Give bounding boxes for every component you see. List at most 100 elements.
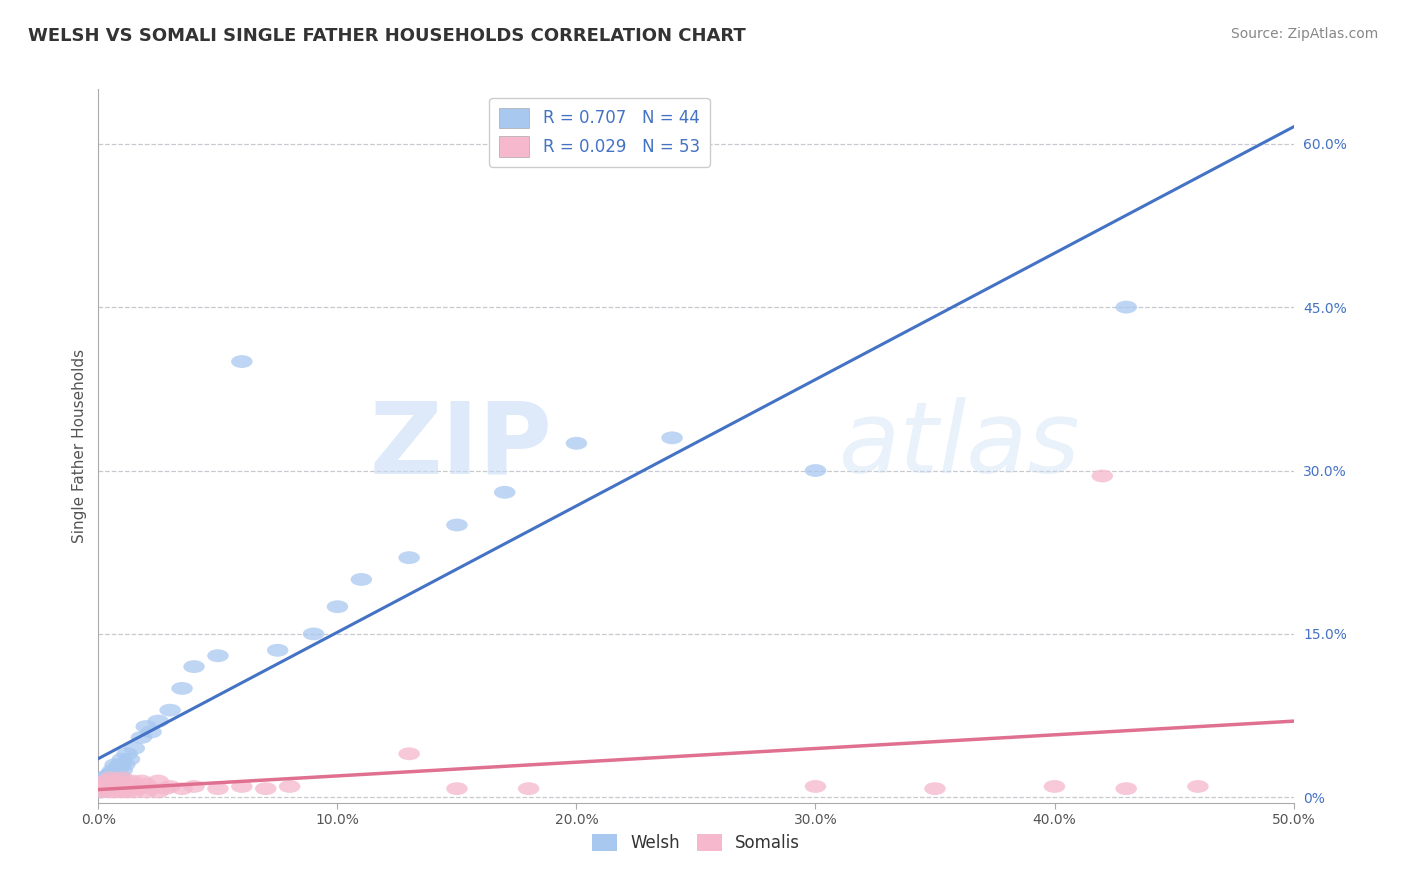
Ellipse shape — [159, 704, 181, 716]
Ellipse shape — [117, 778, 138, 790]
Ellipse shape — [104, 786, 127, 798]
Ellipse shape — [94, 784, 117, 797]
Ellipse shape — [446, 782, 468, 795]
Ellipse shape — [104, 769, 127, 782]
Ellipse shape — [111, 786, 134, 798]
Ellipse shape — [100, 767, 121, 780]
Ellipse shape — [118, 782, 141, 795]
Ellipse shape — [326, 600, 349, 613]
Ellipse shape — [494, 486, 516, 499]
Ellipse shape — [110, 778, 131, 790]
Ellipse shape — [131, 731, 152, 744]
Ellipse shape — [517, 782, 540, 795]
Ellipse shape — [103, 764, 124, 777]
Ellipse shape — [94, 780, 117, 793]
Ellipse shape — [172, 782, 193, 795]
Ellipse shape — [924, 782, 946, 795]
Ellipse shape — [100, 774, 121, 788]
Ellipse shape — [93, 778, 114, 790]
Ellipse shape — [1115, 301, 1137, 313]
Ellipse shape — [124, 742, 145, 755]
Ellipse shape — [207, 649, 229, 662]
Ellipse shape — [207, 782, 229, 795]
Ellipse shape — [97, 778, 118, 790]
Ellipse shape — [93, 778, 114, 790]
Ellipse shape — [103, 782, 124, 795]
Ellipse shape — [110, 758, 131, 771]
Ellipse shape — [127, 782, 148, 795]
Ellipse shape — [398, 747, 420, 760]
Ellipse shape — [111, 780, 134, 793]
Ellipse shape — [97, 769, 118, 782]
Ellipse shape — [124, 778, 145, 790]
Ellipse shape — [107, 782, 128, 795]
Ellipse shape — [110, 784, 131, 797]
Ellipse shape — [100, 772, 121, 784]
Ellipse shape — [100, 780, 121, 793]
Ellipse shape — [97, 778, 118, 790]
Ellipse shape — [135, 720, 157, 733]
Ellipse shape — [111, 753, 134, 765]
Text: WELSH VS SOMALI SINGLE FATHER HOUSEHOLDS CORRELATION CHART: WELSH VS SOMALI SINGLE FATHER HOUSEHOLDS… — [28, 27, 745, 45]
Ellipse shape — [100, 786, 121, 798]
Ellipse shape — [141, 782, 162, 795]
Ellipse shape — [1091, 469, 1114, 483]
Ellipse shape — [121, 774, 142, 788]
Ellipse shape — [107, 774, 128, 788]
Ellipse shape — [90, 786, 111, 798]
Ellipse shape — [148, 714, 169, 728]
Ellipse shape — [94, 774, 117, 788]
Ellipse shape — [141, 725, 162, 739]
Ellipse shape — [117, 747, 138, 760]
Ellipse shape — [148, 786, 169, 798]
Ellipse shape — [231, 780, 253, 793]
Ellipse shape — [804, 464, 827, 477]
Text: atlas: atlas — [839, 398, 1081, 494]
Ellipse shape — [117, 786, 138, 798]
Ellipse shape — [90, 786, 111, 798]
Ellipse shape — [103, 774, 124, 788]
Ellipse shape — [114, 782, 135, 795]
Ellipse shape — [110, 769, 131, 782]
Ellipse shape — [104, 758, 127, 771]
Ellipse shape — [94, 772, 117, 784]
Ellipse shape — [398, 551, 420, 564]
Ellipse shape — [804, 780, 827, 793]
Y-axis label: Single Father Households: Single Father Households — [72, 349, 87, 543]
Ellipse shape — [131, 774, 152, 788]
Legend: Welsh, Somalis: Welsh, Somalis — [585, 827, 807, 859]
Ellipse shape — [1187, 780, 1209, 793]
Ellipse shape — [172, 682, 193, 695]
Ellipse shape — [114, 758, 135, 771]
Text: Source: ZipAtlas.com: Source: ZipAtlas.com — [1230, 27, 1378, 41]
Ellipse shape — [1115, 782, 1137, 795]
Ellipse shape — [94, 774, 117, 788]
Text: ZIP: ZIP — [370, 398, 553, 494]
Ellipse shape — [565, 437, 588, 450]
Ellipse shape — [94, 780, 117, 793]
Ellipse shape — [93, 782, 114, 795]
Ellipse shape — [104, 778, 127, 790]
Ellipse shape — [278, 780, 301, 793]
Ellipse shape — [135, 786, 157, 798]
Ellipse shape — [254, 782, 277, 795]
Ellipse shape — [111, 764, 134, 777]
Ellipse shape — [350, 573, 373, 586]
Ellipse shape — [446, 518, 468, 532]
Ellipse shape — [90, 780, 111, 793]
Ellipse shape — [155, 782, 176, 795]
Ellipse shape — [124, 786, 145, 798]
Ellipse shape — [148, 774, 169, 788]
Ellipse shape — [183, 780, 205, 793]
Ellipse shape — [111, 772, 134, 784]
Ellipse shape — [97, 782, 118, 795]
Ellipse shape — [1043, 780, 1066, 793]
Ellipse shape — [103, 780, 124, 793]
Ellipse shape — [159, 780, 181, 793]
Ellipse shape — [231, 355, 253, 368]
Ellipse shape — [267, 644, 288, 657]
Ellipse shape — [118, 753, 141, 765]
Ellipse shape — [135, 778, 157, 790]
Ellipse shape — [661, 432, 683, 444]
Ellipse shape — [93, 782, 114, 795]
